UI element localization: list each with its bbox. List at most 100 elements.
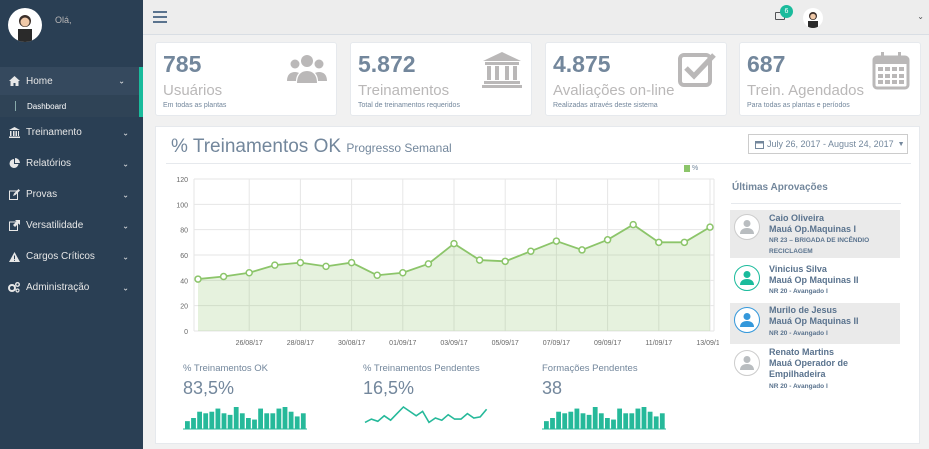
sparkline-bar — [215, 408, 221, 429]
date-range-text: July 26, 2017 - August 24, 2017 — [767, 139, 894, 149]
users-icon — [286, 49, 328, 91]
menu-toggle-icon[interactable] — [153, 11, 167, 23]
sidebar: Olá, Home ⌄ Dashboard Treinamento ⌄ Rela… — [0, 0, 143, 449]
sidebar-item-versatilidade[interactable]: Versatilidade ⌄ — [0, 210, 143, 241]
y-tick-label: 0 — [184, 329, 188, 336]
stat-label: % Treinamentos OK — [183, 363, 269, 374]
y-tick-label: 40 — [180, 278, 188, 285]
approval-role: Mauá Op Maquinas II — [769, 275, 859, 285]
sidebar-subitem-label: Dashboard — [27, 101, 67, 111]
x-tick-label: 28/08/17 — [287, 340, 314, 347]
edit-icon — [8, 189, 20, 201]
sparkline-bar — [653, 416, 659, 429]
avatar[interactable] — [8, 8, 42, 42]
x-tick-label: 09/09/17 — [594, 340, 621, 347]
data-point — [194, 275, 202, 283]
sidebar-item-home[interactable]: Home ⌄ — [0, 67, 143, 95]
panel-subtitle: Progresso Semanal — [346, 141, 452, 155]
sparkline-bar — [239, 413, 245, 429]
pie-chart-icon — [8, 158, 20, 170]
data-point — [578, 246, 586, 254]
sparkline-bar — [197, 411, 202, 429]
data-point — [527, 247, 535, 255]
sparkline-bar — [605, 418, 610, 429]
tile-treinamentos: 5.872 Treinamentos Total de treinamentos… — [350, 42, 532, 116]
sparkline-bar — [635, 408, 641, 429]
home-icon — [8, 75, 20, 87]
data-point — [629, 220, 637, 229]
user-icon — [734, 350, 760, 376]
calendar-icon — [870, 49, 912, 91]
chevron-down-icon: ⌄ — [122, 190, 129, 199]
side-menu: Home ⌄ Dashboard Treinamento ⌄ Relatório… — [0, 67, 143, 303]
sparkline-bar — [611, 419, 616, 429]
sidebar-item-provas[interactable]: Provas ⌄ — [0, 179, 143, 210]
chart-legend: % — [684, 165, 698, 172]
approval-name: Caio Oliveira — [769, 213, 825, 223]
approval-item[interactable]: Murilo de Jesus Mauá Op Maquinas II NR 2… — [730, 303, 900, 344]
y-tick-label: 100 — [176, 202, 188, 209]
sparkline-bar — [629, 413, 635, 429]
sparkline-bar — [221, 413, 227, 429]
data-point — [271, 261, 279, 269]
user-avatar[interactable] — [803, 8, 823, 28]
data-point — [245, 268, 253, 277]
sidebar-item-label: Relatórios — [26, 158, 72, 169]
sparkline-bar — [209, 411, 215, 429]
stat-value: 38 — [542, 378, 563, 398]
approval-name: Murilo de Jesus — [769, 305, 838, 315]
cogs-icon — [8, 282, 20, 294]
user-icon — [734, 214, 760, 240]
sparkline-bar — [258, 408, 263, 429]
approval-item[interactable]: Renato Martins Mauá Operador de Empilhad… — [730, 346, 900, 396]
approval-name: Vinicius Silva — [769, 264, 827, 274]
user-icon — [734, 265, 760, 291]
check-square-icon — [676, 49, 718, 91]
data-point — [219, 272, 228, 281]
sparkline-bar — [550, 418, 555, 429]
date-range-picker[interactable]: July 26, 2017 - August 24, 2017 ▼ — [748, 134, 908, 154]
tile-label: Usuários — [163, 82, 223, 99]
sidebar-item-treinamento[interactable]: Treinamento ⌄ — [0, 117, 143, 148]
sparkline-bar — [586, 414, 592, 429]
line-chart: 120 100 80 60 40 20 0 26/08/17 28/08/17 30/08/17 0… — [176, 177, 719, 347]
approval-course: NR 23 – BRIGADA DE INCÊNDIO — [769, 237, 870, 244]
data-point — [424, 260, 433, 268]
divider — [731, 203, 901, 204]
tile-label: Avaliações on-line — [553, 82, 675, 99]
tile-number: 687 — [747, 51, 786, 77]
sparkline-bar — [227, 414, 233, 429]
sparkline-bars — [542, 407, 666, 430]
tile-avaliacoes: 4.875 Avaliações on-line Realizadas atra… — [545, 42, 727, 116]
sidebar-item-administracao[interactable]: Administração ⌄ — [0, 272, 143, 303]
top-navbar: 6 ⌄ — [143, 0, 929, 35]
data-point — [373, 271, 381, 280]
tile-number: 4.875 — [553, 51, 611, 77]
divider — [166, 163, 911, 164]
user-menu-caret-icon[interactable]: ⌄ — [917, 12, 924, 21]
chevron-down-icon: ⌄ — [122, 159, 129, 168]
approval-course: NR 20 - Avangado I — [769, 288, 828, 295]
profile: Olá, — [0, 0, 143, 62]
warning-icon — [8, 251, 20, 263]
bank-icon — [8, 127, 20, 139]
approval-item[interactable]: Caio Oliveira Mauá Op.Maquinas I NR 23 –… — [730, 210, 900, 258]
sparkline-bar — [270, 413, 276, 429]
sidebar-item-relatorios[interactable]: Relatórios ⌄ — [0, 148, 143, 179]
stat-label: Formações Pendentes — [542, 363, 638, 374]
x-tick-label: 07/09/17 — [543, 340, 570, 347]
sidebar-item-label: Home — [26, 75, 53, 87]
x-tick-label: 01/09/17 — [389, 340, 416, 347]
stat-label: % Treinamentos Pendentes — [363, 363, 480, 374]
sparkline-bar — [568, 411, 574, 429]
sparkline-bar — [598, 413, 604, 429]
chevron-down-icon: ⌄ — [122, 221, 129, 230]
approval-item[interactable]: Vinicius Silva Mauá Op Maquinas II NR 20… — [730, 261, 900, 301]
approval-role: Mauá Op.Maquinas I — [769, 224, 857, 234]
sidebar-subitem-dashboard[interactable]: Dashboard — [0, 95, 143, 117]
sidebar-item-cargos-criticos[interactable]: Cargos Críticos ⌄ — [0, 241, 143, 272]
stat-treinamentos-ok: % Treinamentos OK 83,5% — [183, 363, 353, 430]
tile-agendados: 687 Trein. Agendados Para todas as plant… — [739, 42, 921, 116]
x-tick-label: 26/08/17 — [236, 340, 263, 347]
y-tick-label: 60 — [180, 253, 188, 260]
